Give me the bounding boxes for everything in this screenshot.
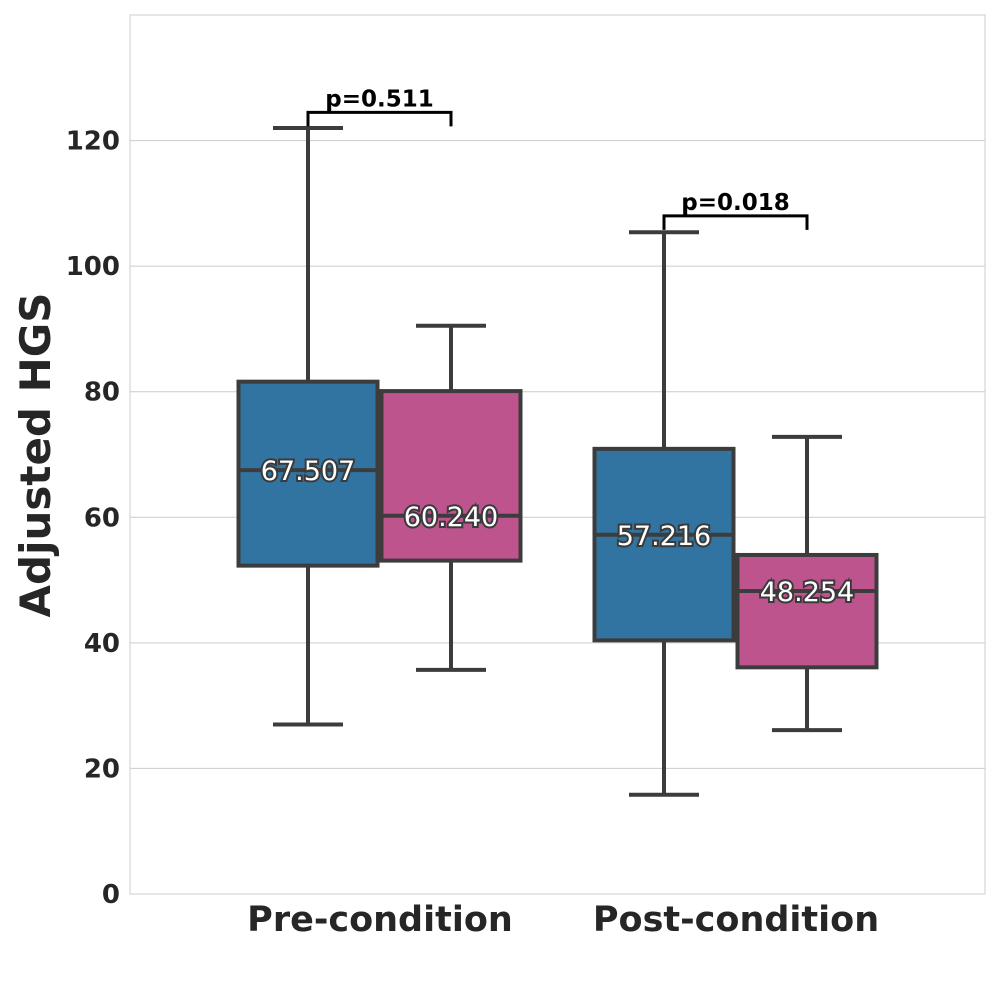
box-pre-condition-0: 67.507 xyxy=(236,126,380,727)
box-pre-condition-1: 60.240 xyxy=(379,323,523,672)
median-label: 57.216 xyxy=(617,521,711,552)
category-labels: Pre-condition Post-condition xyxy=(247,900,879,940)
category-label: Post-condition xyxy=(593,900,879,940)
significance-bracket xyxy=(662,214,809,230)
p-value-label: p=0.511 xyxy=(325,86,434,112)
median-label: 48.254 xyxy=(760,577,854,608)
y-tick-label: 40 xyxy=(84,629,120,659)
box-iqr xyxy=(236,379,380,568)
boxes: 67.507 60.240 57.216 48.254 xyxy=(236,126,879,797)
y-tick-label: 60 xyxy=(84,503,120,533)
y-tick-labels: 0 20 40 60 80 100 120 xyxy=(66,127,120,910)
p-value-annotation: p=0.511 xyxy=(306,86,453,127)
category-label: Pre-condition xyxy=(247,900,513,940)
box-iqr xyxy=(379,389,523,563)
p-value-label: p=0.018 xyxy=(681,190,790,216)
y-tick-label: 120 xyxy=(66,127,120,157)
median-label: 60.240 xyxy=(404,502,498,533)
box-post-condition-0: 57.216 xyxy=(592,230,736,797)
y-tick-label: 100 xyxy=(66,252,120,282)
y-tick-label: 80 xyxy=(84,378,120,408)
box-iqr xyxy=(592,446,736,643)
box-post-condition-1: 48.254 xyxy=(735,434,879,733)
y-axis-label: Adjusted HGS xyxy=(11,293,60,618)
significance-bracket xyxy=(306,110,453,127)
median-label: 67.507 xyxy=(261,456,355,487)
p-value-annotation: p=0.018 xyxy=(662,190,809,230)
y-tick-label: 20 xyxy=(84,754,120,784)
box-iqr xyxy=(735,552,879,670)
y-tick-label: 0 xyxy=(102,880,120,910)
significance-annotations: p=0.511 p=0.018 xyxy=(306,86,809,230)
